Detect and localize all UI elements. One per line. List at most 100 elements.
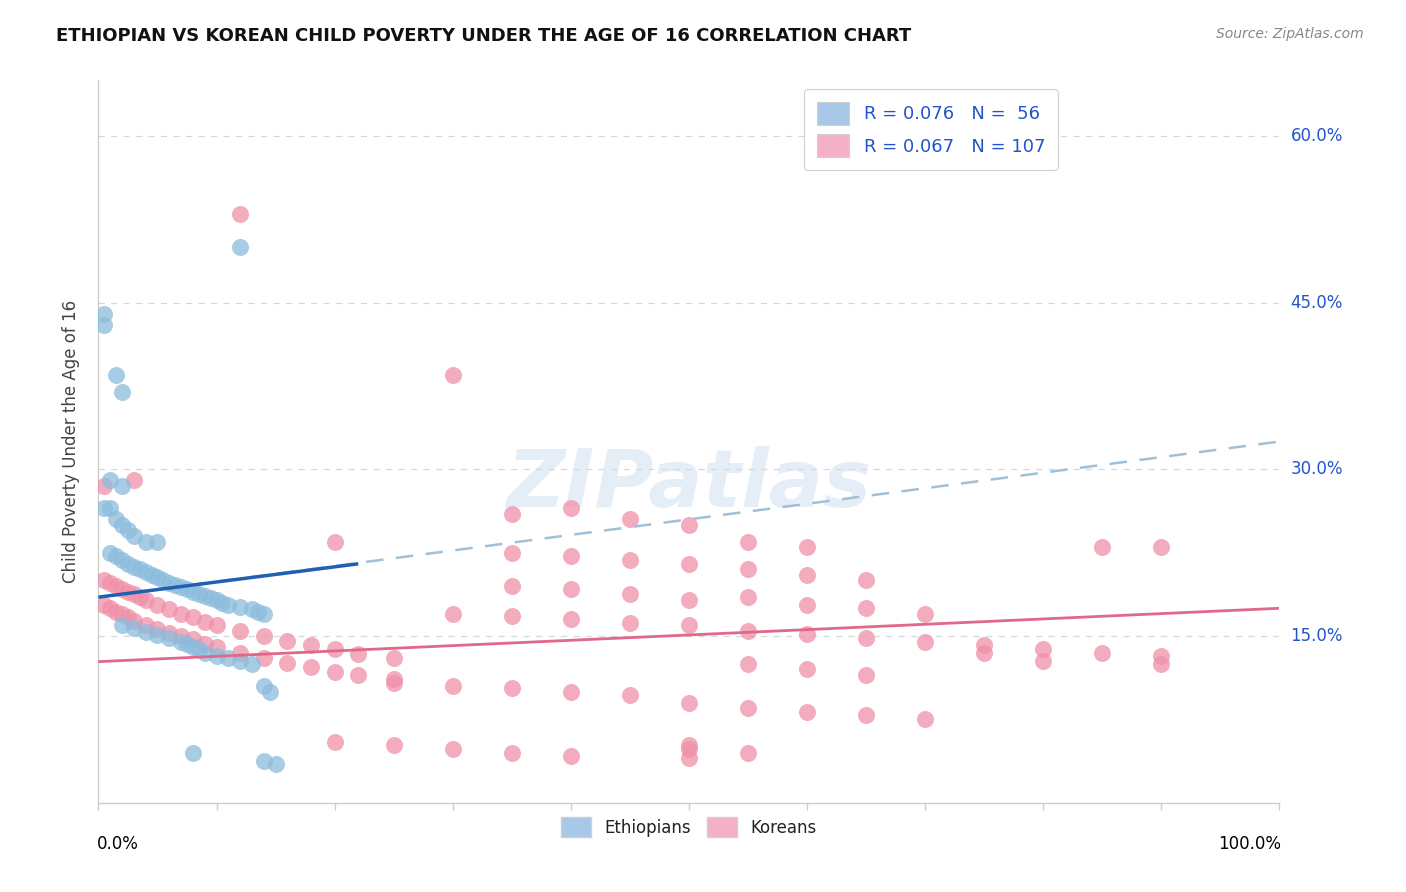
Point (176, 582, 198, 597)
Point (259, 684, 281, 698)
Point (678, 742, 700, 756)
Point (441, 607, 464, 621)
Point (619, 553, 641, 567)
Point (240, 657, 263, 671)
Point (93, 574, 115, 588)
Point (98, 501, 121, 516)
Point (796, 705, 818, 719)
Point (276, 656, 298, 670)
Point (187, 587, 209, 601)
Point (678, 618, 700, 632)
Point (135, 565, 157, 579)
Point (170, 580, 193, 594)
Point (276, 633, 298, 648)
Point (146, 623, 169, 637)
Point (678, 751, 700, 765)
Point (217, 651, 239, 665)
Point (347, 647, 370, 661)
Point (111, 384, 134, 399)
Point (135, 593, 157, 607)
Point (205, 640, 228, 655)
Point (229, 646, 252, 660)
Point (194, 589, 217, 603)
Point (135, 618, 157, 632)
Point (441, 368, 464, 382)
Point (240, 602, 263, 616)
Point (973, 646, 995, 660)
Point (165, 578, 187, 592)
Point (200, 591, 222, 606)
Point (229, 653, 252, 667)
Point (501, 546, 523, 560)
Point (914, 634, 936, 648)
Point (181, 584, 204, 599)
Text: 45.0%: 45.0% (1291, 293, 1343, 311)
Text: 60.0%: 60.0% (1291, 127, 1343, 145)
Point (146, 628, 169, 642)
Point (796, 568, 818, 582)
Point (973, 638, 995, 652)
Point (382, 738, 405, 752)
Point (135, 624, 157, 639)
Point (111, 517, 134, 532)
Point (737, 701, 759, 715)
Point (914, 607, 936, 621)
Point (98, 575, 121, 590)
Point (187, 642, 209, 657)
Point (619, 688, 641, 702)
Point (323, 665, 346, 679)
Point (157, 602, 180, 616)
Point (152, 574, 174, 588)
Point (323, 734, 346, 748)
Point (181, 746, 204, 760)
Point (323, 642, 346, 657)
Text: ETHIOPIAN VS KOREAN CHILD POVERTY UNDER THE AGE OF 16 CORRELATION CHART: ETHIOPIAN VS KOREAN CHILD POVERTY UNDER … (56, 27, 911, 45)
Point (855, 708, 877, 723)
Point (737, 590, 759, 604)
Point (855, 668, 877, 682)
Point (146, 598, 169, 612)
Point (117, 610, 139, 624)
Y-axis label: Child Poverty Under the Age of 16: Child Poverty Under the Age of 16 (62, 300, 80, 583)
Point (117, 524, 139, 538)
Legend: Ethiopians, Koreans: Ethiopians, Koreans (553, 809, 825, 845)
Point (253, 679, 276, 693)
Point (501, 579, 523, 593)
Point (347, 668, 370, 682)
Point (170, 634, 193, 648)
Point (229, 207, 252, 221)
Point (501, 507, 523, 521)
Point (678, 557, 700, 571)
Point (264, 756, 287, 771)
Point (122, 474, 145, 488)
Point (796, 627, 818, 641)
Point (441, 742, 464, 756)
Point (217, 598, 239, 612)
Point (678, 517, 700, 532)
Point (501, 609, 523, 624)
Point (382, 675, 405, 690)
Point (93, 318, 115, 332)
Point (111, 607, 134, 621)
Point (146, 534, 169, 549)
Point (299, 638, 322, 652)
Point (122, 587, 145, 601)
Point (1091, 646, 1114, 660)
Point (98, 601, 121, 615)
Point (382, 673, 405, 687)
Point (194, 637, 217, 651)
Point (1091, 540, 1114, 554)
Point (176, 637, 198, 651)
Point (855, 632, 877, 646)
Point (93, 479, 115, 493)
Point (157, 625, 180, 640)
Point (135, 534, 157, 549)
Point (855, 574, 877, 588)
Text: ZIPatlas: ZIPatlas (506, 446, 872, 524)
Point (157, 575, 180, 590)
Point (111, 582, 134, 597)
Point (105, 579, 128, 593)
Point (128, 562, 150, 576)
Point (181, 640, 204, 655)
Point (122, 621, 145, 635)
